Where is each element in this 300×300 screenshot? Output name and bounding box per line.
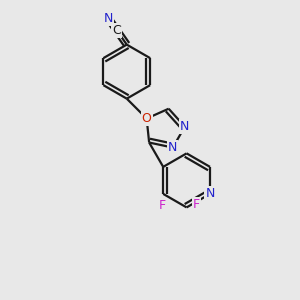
Text: N: N bbox=[205, 188, 215, 200]
Text: O: O bbox=[142, 112, 152, 125]
Text: N: N bbox=[168, 141, 178, 154]
Text: F: F bbox=[193, 198, 200, 211]
Text: C: C bbox=[112, 24, 121, 37]
Text: N: N bbox=[180, 120, 190, 133]
Text: F: F bbox=[159, 199, 166, 212]
Text: N: N bbox=[104, 12, 113, 26]
